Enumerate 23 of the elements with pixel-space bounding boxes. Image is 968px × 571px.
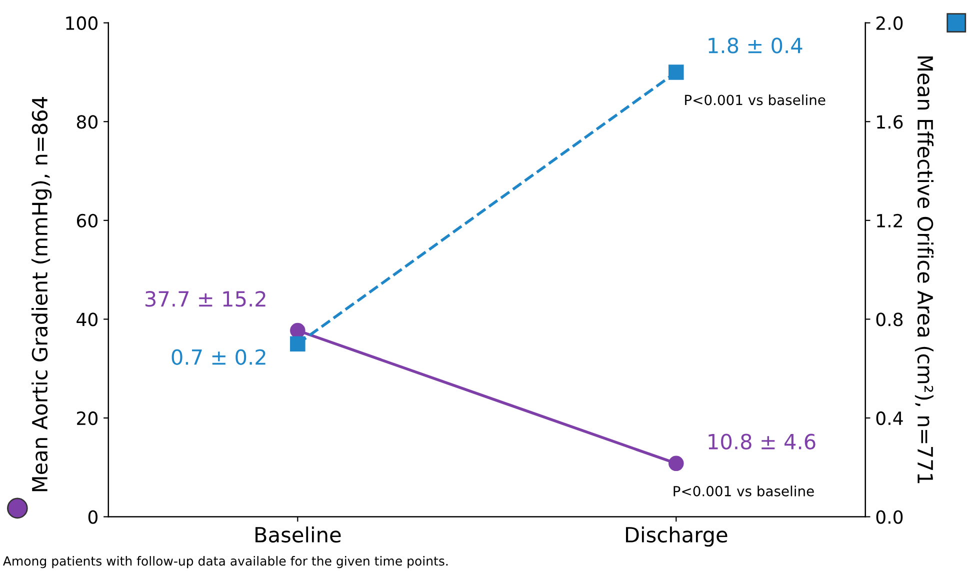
y2-tick-label: 0.4 bbox=[876, 411, 903, 426]
y-tick-label: 80 bbox=[76, 115, 98, 129]
x-tick-label: Baseline bbox=[256, 526, 341, 543]
y2-tick-label: 2.0 bbox=[876, 16, 903, 30]
y-tick-label: 60 bbox=[76, 214, 98, 228]
y2-tick-label: 0.8 bbox=[876, 312, 903, 326]
y-tick-label: 0 bbox=[88, 510, 98, 524]
annotation: P<0.001 vs baseline bbox=[674, 486, 814, 496]
y2-tick-label: 0.0 bbox=[876, 510, 903, 524]
y2-axis-title: Mean Effective Orifice Area (cm²), n=771 bbox=[914, 56, 934, 484]
y2-tick-label: 1.2 bbox=[877, 214, 902, 228]
y2-tick-label: 1.6 bbox=[877, 115, 903, 129]
y-tick-label: 100 bbox=[66, 16, 98, 30]
data-label: 37.7 ± 15.2 bbox=[145, 291, 266, 307]
data-label: 10.8 ± 4.6 bbox=[708, 434, 816, 450]
y-axis-title: Mean Aortic Gradient (mmHg), n=864 bbox=[31, 97, 52, 492]
x-tick-label: Discharge bbox=[626, 526, 728, 547]
data-label: 0.7 ± 0.2 bbox=[172, 349, 266, 365]
text: Among patients with follow-up data available for the given time points. bbox=[3, 556, 448, 568]
annotation: P<0.001 vs baseline bbox=[685, 94, 826, 106]
y-tick-label: 40 bbox=[76, 312, 98, 326]
y-tick-label: 20 bbox=[77, 411, 98, 426]
data-label: 1.8 ± 0.4 bbox=[708, 38, 802, 54]
